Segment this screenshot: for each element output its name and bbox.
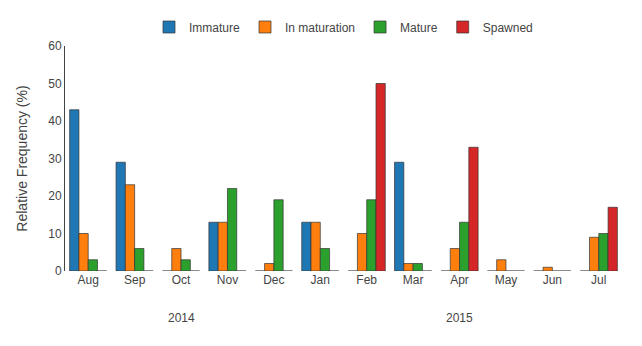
svg-text:Feb: Feb	[356, 273, 377, 287]
svg-text:2014: 2014	[168, 311, 195, 325]
svg-text:Jul: Jul	[591, 273, 606, 287]
svg-text:50: 50	[48, 77, 62, 91]
svg-text:In maturation: In maturation	[285, 21, 355, 35]
svg-text:Oct: Oct	[172, 273, 191, 287]
svg-text:Relative Frequency (%): Relative Frequency (%)	[14, 85, 30, 231]
svg-text:20: 20	[48, 189, 62, 203]
svg-text:Aug: Aug	[78, 273, 99, 287]
svg-text:Mar: Mar	[403, 273, 424, 287]
svg-text:Mature: Mature	[400, 21, 438, 35]
svg-text:Immature: Immature	[189, 21, 240, 35]
svg-text:40: 40	[48, 114, 62, 128]
svg-text:60: 60	[48, 39, 62, 53]
svg-text:0: 0	[55, 264, 62, 278]
svg-text:Spawned: Spawned	[483, 21, 533, 35]
svg-text:Sep: Sep	[124, 273, 146, 287]
svg-text:Apr: Apr	[450, 273, 469, 287]
svg-text:10: 10	[48, 227, 62, 241]
svg-text:Jan: Jan	[311, 273, 330, 287]
svg-text:2015: 2015	[446, 311, 473, 325]
svg-text:Jun: Jun	[543, 273, 562, 287]
svg-text:Dec: Dec	[263, 273, 284, 287]
svg-text:Nov: Nov	[217, 273, 238, 287]
svg-text:30: 30	[48, 152, 62, 166]
svg-text:May: May	[495, 273, 518, 287]
